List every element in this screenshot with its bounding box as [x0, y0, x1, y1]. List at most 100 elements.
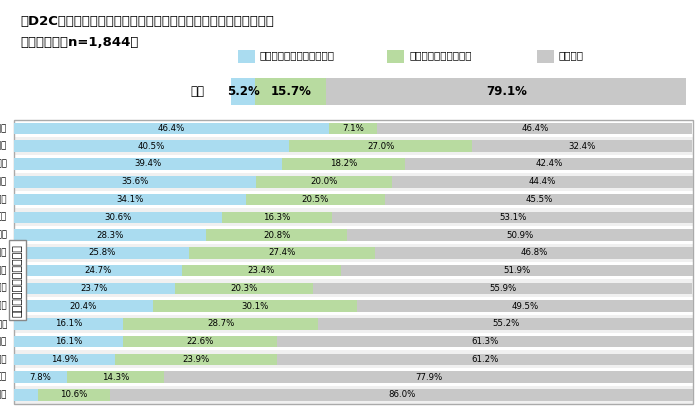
Text: 34.1%: 34.1% [116, 195, 144, 204]
Bar [14, 318, 123, 330]
Text: 53.1%: 53.1% [499, 213, 526, 222]
Bar [281, 158, 405, 170]
Bar [123, 336, 276, 347]
Bar [375, 247, 693, 259]
Text: カバン・くつ・小物: カバン・くつ・小物 [0, 177, 7, 186]
Bar [329, 123, 377, 134]
Text: 16.3%: 16.3% [263, 213, 290, 222]
Bar [405, 158, 693, 170]
Text: 16.1%: 16.1% [55, 337, 83, 346]
Bar [332, 211, 693, 223]
Text: キッチン家電・生活家電・美容健康家電: キッチン家電・生活家電・美容健康家電 [0, 337, 7, 346]
Text: キッズ用品・おもちゃ: キッズ用品・おもちゃ [0, 142, 7, 151]
Bar [14, 208, 693, 226]
Text: 28.3%: 28.3% [97, 231, 124, 239]
Bar [276, 336, 693, 347]
Text: その他: その他 [0, 391, 7, 399]
Text: 事業者の取り扱い商材別: 事業者の取り扱い商材別 [13, 244, 22, 316]
Text: 27.4%: 27.4% [269, 248, 296, 258]
Bar [289, 140, 472, 152]
Text: 23.7%: 23.7% [80, 284, 108, 293]
Text: 14.9%: 14.9% [51, 355, 78, 364]
Bar [14, 368, 693, 386]
Text: 7.1%: 7.1% [342, 124, 364, 133]
Text: 79.1%: 79.1% [486, 85, 526, 98]
Bar [14, 315, 693, 333]
Text: 42.4%: 42.4% [536, 159, 563, 169]
Text: 32.4%: 32.4% [568, 142, 596, 151]
Bar [182, 265, 341, 276]
Text: 30.6%: 30.6% [104, 213, 132, 222]
Text: 医薬品・コンタクトレンズ: 医薬品・コンタクトレンズ [0, 355, 7, 364]
Bar [14, 173, 693, 191]
Bar [116, 353, 277, 365]
Bar [38, 389, 110, 400]
Bar [14, 244, 693, 262]
Text: 25.8%: 25.8% [88, 248, 116, 258]
Text: 20.8%: 20.8% [263, 231, 290, 239]
Text: 化粧品: 化粧品 [0, 266, 7, 275]
Bar [14, 300, 153, 312]
Text: 28.7%: 28.7% [207, 319, 234, 328]
Bar [153, 300, 357, 312]
Bar [14, 176, 255, 187]
FancyBboxPatch shape [231, 78, 255, 105]
FancyBboxPatch shape [255, 78, 326, 105]
Text: 44.4%: 44.4% [528, 177, 556, 186]
Bar [14, 155, 693, 173]
Bar [391, 176, 693, 187]
Bar [14, 229, 206, 241]
Text: サプリメント・健康食品: サプリメント・健康食品 [0, 248, 7, 258]
Text: 77.9%: 77.9% [415, 372, 442, 382]
Bar [385, 194, 694, 205]
Text: 20.5%: 20.5% [302, 195, 329, 204]
Bar [164, 371, 693, 383]
Text: 50.9%: 50.9% [507, 231, 534, 239]
Bar [357, 300, 693, 312]
Bar [189, 247, 375, 259]
Text: 知っていて人に説明できる: 知っていて人に説明できる [260, 50, 335, 60]
Bar [14, 353, 116, 365]
Text: 20.0%: 20.0% [310, 177, 337, 186]
Bar [14, 158, 281, 170]
Text: 61.3%: 61.3% [471, 337, 498, 346]
Bar [313, 283, 692, 294]
Bar [14, 191, 693, 208]
Bar [14, 389, 38, 400]
Text: 51.9%: 51.9% [503, 266, 531, 275]
Text: 49.5%: 49.5% [511, 302, 538, 311]
Text: 23.4%: 23.4% [248, 266, 275, 275]
Text: 30.1%: 30.1% [241, 302, 268, 311]
Bar [318, 318, 693, 330]
Bar [14, 386, 693, 404]
Text: 46.4%: 46.4% [521, 124, 549, 133]
Text: 腕時計・アクセサリー: 腕時計・アクセサリー [0, 124, 7, 133]
Bar [473, 140, 692, 152]
Text: 27.0%: 27.0% [367, 142, 394, 151]
Text: 55.2%: 55.2% [492, 319, 519, 328]
Bar [14, 262, 693, 279]
Bar [206, 229, 347, 241]
Bar [246, 194, 385, 205]
Text: 24.7%: 24.7% [84, 266, 111, 275]
Bar [256, 176, 391, 187]
Bar [14, 371, 67, 383]
Text: 46.4%: 46.4% [158, 124, 186, 133]
Bar [67, 371, 164, 383]
Text: 14.3%: 14.3% [102, 372, 130, 382]
Text: 総計: 総計 [190, 85, 204, 98]
Text: 20.4%: 20.4% [69, 302, 97, 311]
Text: 知らない: 知らない [559, 50, 584, 60]
Text: 23.9%: 23.9% [183, 355, 210, 364]
Bar [14, 226, 693, 244]
Bar [14, 140, 289, 152]
Text: 40.5%: 40.5% [138, 142, 165, 151]
Text: 39.4%: 39.4% [134, 159, 162, 169]
Text: 86.0%: 86.0% [388, 391, 415, 399]
Bar [14, 247, 189, 259]
Text: インナー・下着: インナー・下着 [0, 159, 7, 169]
Bar [14, 119, 693, 137]
FancyBboxPatch shape [388, 50, 405, 63]
Text: 22.6%: 22.6% [186, 337, 214, 346]
Text: 46.8%: 46.8% [520, 248, 548, 258]
